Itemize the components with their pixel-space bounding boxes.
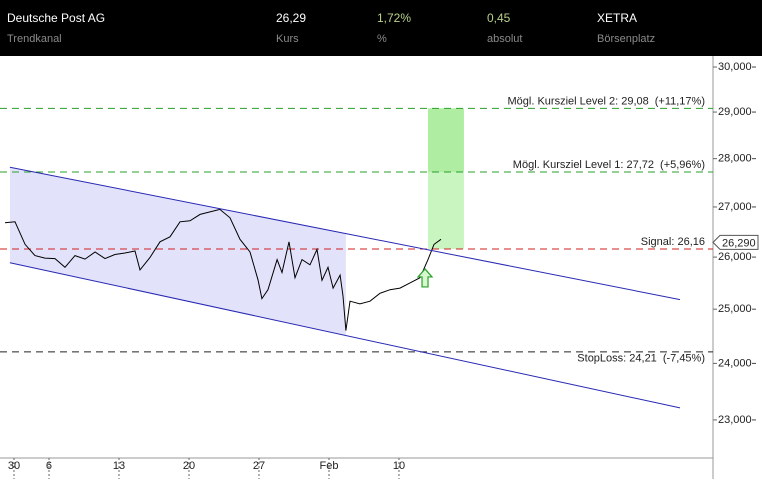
level-label: Mögl. Kursziel Level 2: 29,08: [508, 95, 649, 107]
channel-line: [9, 166, 681, 301]
x-tick-label: 10: [393, 460, 405, 472]
exchange: XETRA: [597, 11, 638, 25]
change-abs-label: absolut: [487, 33, 523, 45]
y-tick-label: 25,000: [718, 303, 752, 315]
signal-arrow: [416, 268, 434, 288]
level-change: (-7,45%): [663, 353, 705, 365]
x-tick-label: 20: [183, 460, 195, 472]
x-tick-label: 6: [46, 460, 52, 472]
header-bar: Deutsche Post AG Trendkanal 26,29 Kurs 1…: [0, 0, 762, 56]
y-tick-label: 24,000: [718, 357, 752, 369]
price: 26,29: [276, 11, 307, 25]
change-abs: 0,45: [487, 11, 511, 25]
level-label: Signal: 26,16: [641, 236, 705, 248]
x-tick-label: Feb: [320, 460, 339, 472]
level-change: (+5,96%): [660, 159, 705, 171]
last-price-label: 26,290: [722, 237, 756, 249]
level-label: StopLoss: 24,21: [577, 353, 657, 365]
x-tick-label: 27: [253, 460, 265, 472]
x-tick-label: 13: [113, 460, 125, 472]
chart-kind: Trendkanal: [7, 33, 62, 45]
y-tick-label: 29,000: [718, 106, 752, 118]
level-change: (+11,17%): [655, 95, 705, 107]
y-tick-label: 23,000: [718, 414, 752, 426]
y-tick-label: 30,000: [718, 61, 752, 73]
y-tick-label: 28,000: [718, 153, 752, 165]
last-price-box: [712, 234, 759, 250]
x-tick-label: 30: [8, 460, 20, 472]
instrument-name: Deutsche Post AG: [7, 11, 106, 25]
target-zone-upper: [427, 108, 464, 173]
level-label: Mögl. Kursziel Level 1: 27,72: [513, 159, 654, 171]
change-pct: 1,72%: [377, 11, 412, 25]
channel-shade: [9, 167, 346, 336]
exchange-label: Börsenplatz: [597, 33, 656, 45]
price-line: [4, 208, 442, 331]
y-tick-label: 26,000: [718, 251, 752, 263]
y-tick-label: 27,000: [718, 201, 752, 213]
change-pct-label: %: [377, 33, 387, 45]
channel-line: [9, 262, 681, 409]
price-label: Kurs: [276, 33, 299, 45]
